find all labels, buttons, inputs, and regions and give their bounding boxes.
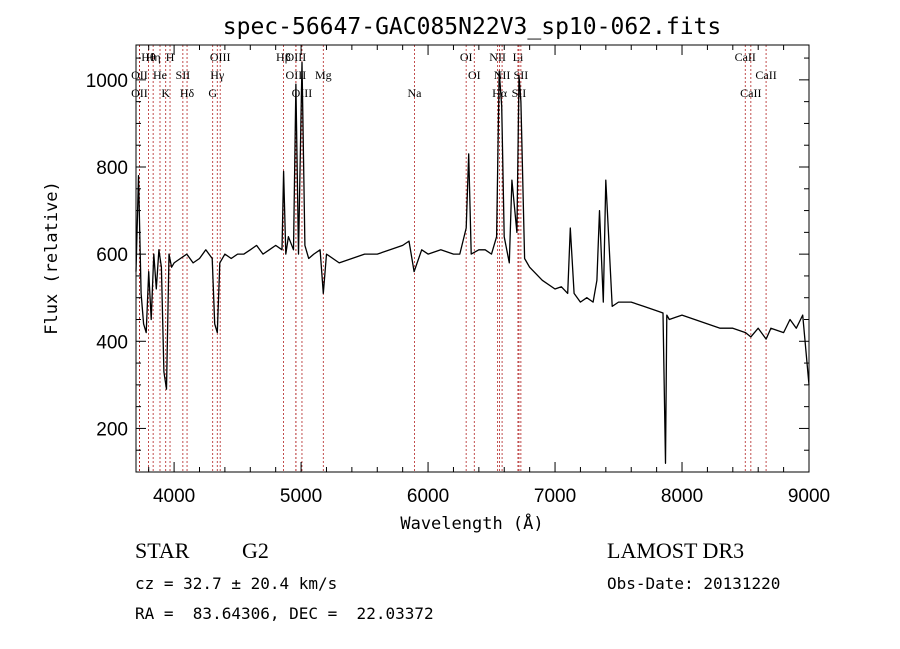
line-marker-label: NII <box>494 68 511 82</box>
line-marker-label: H <box>166 50 175 64</box>
coordinates-text: RA = 83.64306, DEC = 22.03372 <box>135 604 434 623</box>
y-tick-label: 800 <box>96 158 128 179</box>
plot-frame <box>135 44 810 473</box>
x-tick-label: 7000 <box>534 486 576 507</box>
line-marker-label: OII <box>131 68 148 82</box>
x-axis: 4000 5000 6000 7000 8000 9000 <box>148 45 830 507</box>
line-marker-label: He <box>153 68 167 82</box>
line-marker-label: OII <box>131 86 148 100</box>
line-marker-label: Hα <box>492 86 508 100</box>
y-tick-label: 1000 <box>86 71 128 92</box>
y-tick-label: 400 <box>96 332 128 353</box>
line-marker-label: Na <box>407 86 422 100</box>
line-marker-label: CaII <box>735 50 756 64</box>
line-marker-label: SII <box>176 68 191 82</box>
x-tick-label: 9000 <box>788 486 830 507</box>
line-marker-label: Mg <box>315 68 332 82</box>
line-marker-label: SII <box>514 68 529 82</box>
line-marker-label: NII <box>489 50 506 64</box>
spectrum-line <box>135 61 810 464</box>
x-tick-label: 5000 <box>280 486 322 507</box>
line-marker-label: CaII <box>755 68 776 82</box>
line-marker-label: OI <box>460 50 473 64</box>
line-marker-label: Li <box>513 50 524 64</box>
survey-label: LAMOST DR3 <box>607 538 745 563</box>
x-axis-label: Wavelength (Å) <box>400 512 543 534</box>
line-marker-label: Hη <box>146 50 161 64</box>
line-marker-label: Hβ <box>276 50 291 64</box>
y-tick-label: 200 <box>96 419 128 440</box>
line-marker-label: CaII <box>740 86 761 100</box>
line-marker-label: Hγ <box>210 68 225 82</box>
redshift-text: cz = 32.7 ± 20.4 km/s <box>135 574 338 593</box>
line-marker-label: OIII <box>210 50 231 64</box>
x-tick-label: 4000 <box>153 486 195 507</box>
line-marker-label: OIII <box>286 50 307 64</box>
line-marker-labels: HθOIIOIIHηHeKHSIIHδOIIIHγGHβOIIIOIIIOIII… <box>131 50 777 100</box>
x-tick-label: 6000 <box>407 486 449 507</box>
y-axis: 200 400 600 800 1000 <box>86 57 809 473</box>
y-axis-label: Flux (relative) <box>42 181 62 335</box>
y-tick-label: 600 <box>96 245 128 266</box>
line-marker-label: G <box>208 86 217 100</box>
object-subclass: G2 <box>242 538 269 563</box>
line-marker-label: OIII <box>286 68 307 82</box>
obs-date: Obs-Date: 20131220 <box>607 574 781 593</box>
line-markers <box>139 45 767 472</box>
line-marker-label: Hθ <box>141 50 156 64</box>
chart-title: spec-56647-GAC085N22V3_sp10-062.fits <box>223 14 722 40</box>
line-marker-label: Hδ <box>180 86 195 100</box>
x-tick-label: 8000 <box>661 486 703 507</box>
line-marker-label: K <box>161 86 170 100</box>
line-marker-label: OI <box>468 68 481 82</box>
object-class: STAR <box>135 538 190 563</box>
